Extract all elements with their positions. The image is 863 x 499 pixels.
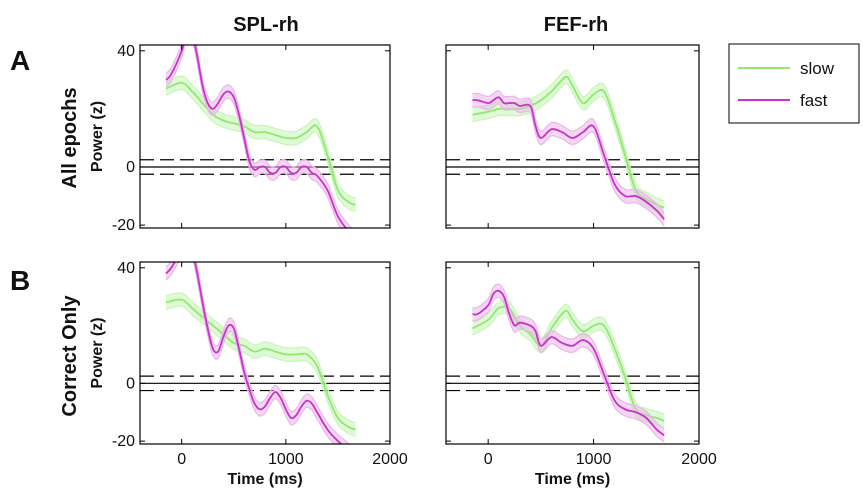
plot-frame xyxy=(445,261,700,445)
plot-area xyxy=(140,262,390,444)
x-tick-label: 1000 xyxy=(576,451,612,468)
series-slow-band xyxy=(166,292,356,437)
panel-correct-only-fef: 0 1000 2000 Time (ms) xyxy=(445,261,717,488)
series-fast-line xyxy=(165,45,348,228)
legend-label-slow: slow xyxy=(800,59,835,78)
y-tick-label: 0 xyxy=(126,375,135,392)
plot-frame xyxy=(139,261,391,445)
series-fast-band xyxy=(166,45,352,228)
legend-box xyxy=(728,43,860,124)
x-tick-label: 2000 xyxy=(681,451,717,468)
y-tick-label: 40 xyxy=(117,43,135,60)
x-tick-label: 0 xyxy=(484,451,493,468)
series-slow-band-lower xyxy=(165,305,356,437)
series-fast-line xyxy=(472,96,665,220)
x-tick-label: 1000 xyxy=(268,451,304,468)
x-tick-label: 0 xyxy=(177,451,186,468)
series-fast-band xyxy=(166,262,350,444)
row-title-correct-only: Correct Only xyxy=(59,295,81,417)
series-slow-band xyxy=(472,299,665,428)
series-fast-line xyxy=(165,262,343,444)
x-axis-label: Time (ms) xyxy=(227,471,302,488)
series-fast-band xyxy=(472,90,665,226)
series-slow-line xyxy=(165,81,356,206)
y-tick-label: -20 xyxy=(112,433,135,450)
panel-all-epochs-spl: 40 0 -20 Power (z) xyxy=(89,43,391,234)
panel-letter-a: A xyxy=(10,45,30,76)
plot-frame xyxy=(139,44,391,229)
series-fast-band-lower xyxy=(165,45,342,228)
panel-letter-b: B xyxy=(10,265,30,296)
plot-area xyxy=(446,283,699,443)
y-axis-label: Power (z) xyxy=(89,101,106,172)
legend-label-fast: fast xyxy=(800,91,828,110)
series-fast-line xyxy=(472,289,665,437)
panel-all-epochs-fef xyxy=(445,44,700,229)
y-tick-label: -20 xyxy=(112,217,135,234)
y-axis-label: Power (z) xyxy=(89,317,106,388)
row-title-all-epochs: All epochs xyxy=(59,87,81,188)
y-tick-label: 40 xyxy=(117,260,135,277)
column-title-fef: FEF-rh xyxy=(544,14,608,36)
plot-frame xyxy=(445,44,700,229)
x-axis-label: Time (ms) xyxy=(535,471,610,488)
plot-area xyxy=(140,45,390,228)
y-tick-label: 0 xyxy=(126,159,135,176)
panel-correct-only-spl: 0 1000 2000 40 0 -20 Power (z) Time (ms) xyxy=(89,260,408,488)
series-slow-line xyxy=(165,298,356,431)
legend: slow fast xyxy=(728,43,860,124)
x-tick-label: 2000 xyxy=(372,451,408,468)
plot-area xyxy=(446,69,699,227)
column-title-spl: SPL-rh xyxy=(233,14,299,36)
series-fast-band-lower xyxy=(472,103,665,227)
